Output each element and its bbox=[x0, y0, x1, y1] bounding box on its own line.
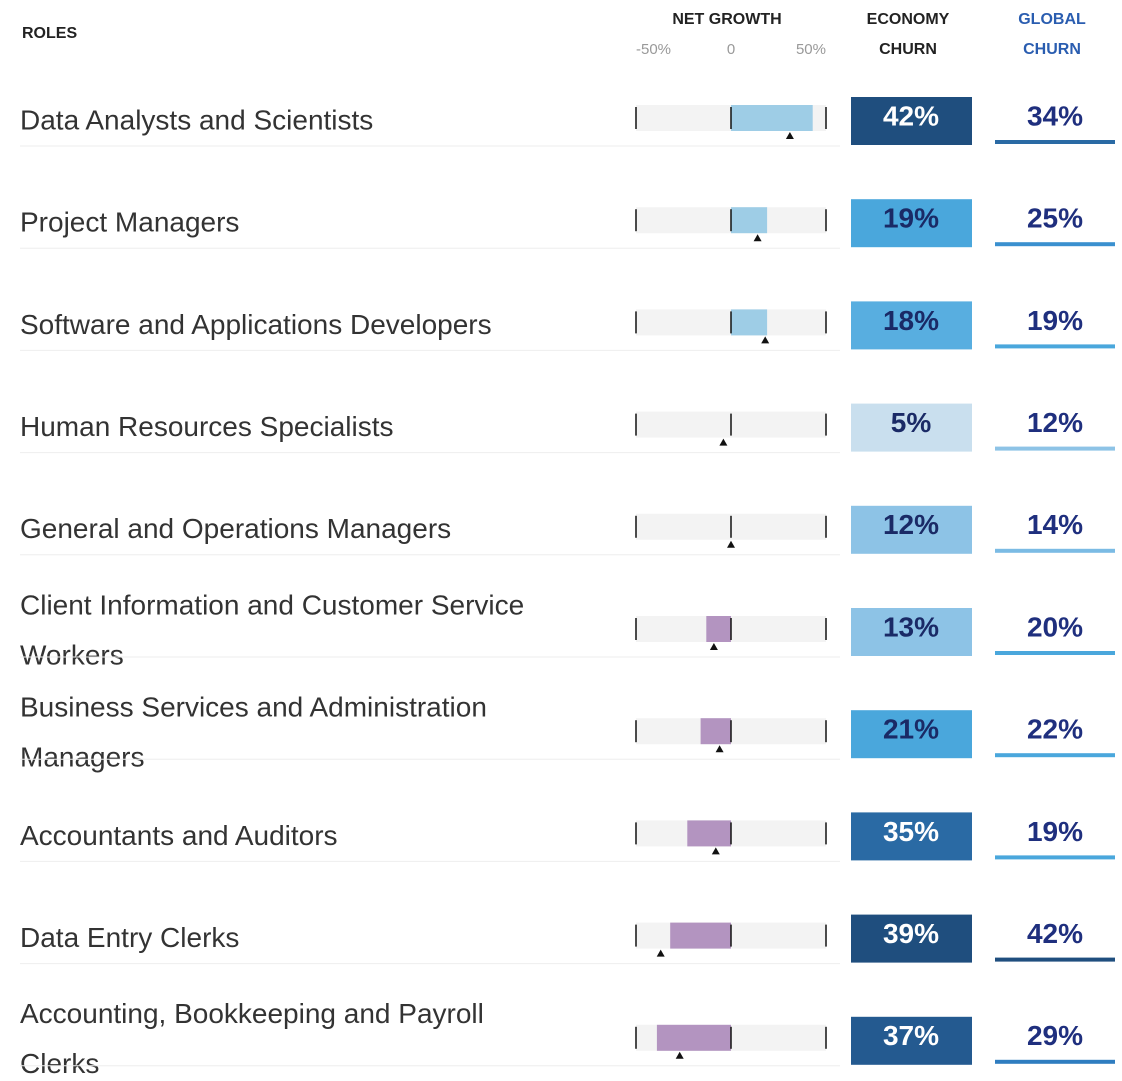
global-underline bbox=[995, 1059, 1115, 1064]
global-underline bbox=[995, 855, 1115, 860]
global-label: 34% bbox=[1027, 100, 1083, 131]
net-growth-bar bbox=[670, 922, 731, 949]
net-growth-header: NET GROWTH bbox=[672, 11, 781, 28]
marker bbox=[785, 132, 794, 139]
global-label: 20% bbox=[1027, 611, 1083, 642]
global-underline bbox=[995, 242, 1115, 247]
roles-header: ROLES bbox=[22, 25, 77, 42]
global-underline bbox=[995, 957, 1115, 962]
economy-label: 12% bbox=[883, 509, 939, 540]
net-growth-bar bbox=[731, 105, 813, 131]
marker bbox=[675, 1051, 684, 1059]
role-label: Client Information and Customer Service bbox=[20, 589, 524, 620]
marker bbox=[711, 847, 720, 855]
economy-cell bbox=[851, 505, 972, 554]
global-label: 42% bbox=[1027, 918, 1083, 949]
net-growth-bar bbox=[700, 718, 731, 745]
economy-cell bbox=[851, 1016, 972, 1065]
global-underline bbox=[995, 446, 1115, 451]
role-label: Accounting, Bookkeeping and Payroll bbox=[20, 998, 484, 1029]
economy-label: 21% bbox=[883, 714, 939, 745]
economy-cell bbox=[851, 97, 972, 145]
net-growth-bar bbox=[706, 616, 731, 642]
marker bbox=[656, 949, 665, 957]
economy-cell bbox=[851, 301, 972, 350]
economy-cell bbox=[851, 199, 972, 248]
economy-header: CHURN bbox=[879, 41, 937, 58]
global-header: GLOBAL bbox=[1018, 11, 1086, 28]
economy-label: 39% bbox=[883, 918, 939, 949]
economy-label: 5% bbox=[891, 407, 932, 438]
net-growth-bar bbox=[731, 207, 768, 234]
economy-label: 42% bbox=[883, 100, 939, 131]
role-label: Business Services and Administration bbox=[20, 692, 487, 723]
marker bbox=[753, 234, 762, 242]
role-label: Data Analysts and Scientists bbox=[20, 104, 373, 135]
global-label: 19% bbox=[1027, 816, 1083, 847]
net-growth-bar bbox=[656, 1024, 731, 1051]
economy-cell bbox=[851, 403, 972, 452]
global-label: 22% bbox=[1027, 714, 1083, 745]
marker bbox=[715, 745, 724, 753]
global-label: 25% bbox=[1027, 203, 1083, 234]
economy-label: 18% bbox=[883, 305, 939, 336]
role-label: Managers bbox=[20, 742, 145, 773]
global-label: 12% bbox=[1027, 407, 1083, 438]
role-label: General and Operations Managers bbox=[20, 513, 451, 544]
global-underline bbox=[995, 140, 1115, 144]
economy-cell bbox=[851, 812, 972, 861]
global-underline bbox=[995, 344, 1115, 349]
global-header: CHURN bbox=[1023, 41, 1081, 58]
economy-cell bbox=[851, 608, 972, 656]
economy-label: 13% bbox=[883, 611, 939, 642]
role-label: Software and Applications Developers bbox=[20, 309, 492, 340]
marker bbox=[727, 540, 735, 548]
economy-cell bbox=[851, 710, 972, 759]
marker bbox=[719, 438, 728, 446]
economy-label: 35% bbox=[883, 816, 939, 847]
global-label: 14% bbox=[1027, 509, 1083, 540]
marker bbox=[709, 643, 718, 650]
role-label: Human Resources Specialists bbox=[20, 411, 394, 442]
economy-label: 19% bbox=[883, 203, 939, 234]
economy-header: ECONOMY bbox=[867, 11, 950, 28]
global-label: 29% bbox=[1027, 1020, 1083, 1051]
global-label: 19% bbox=[1027, 305, 1083, 336]
role-label: Project Managers bbox=[20, 207, 239, 238]
economy-cell bbox=[851, 914, 972, 963]
x-tick-label: -50% bbox=[636, 41, 671, 58]
net-growth-bar bbox=[687, 820, 731, 847]
role-label: Data Entry Clerks bbox=[20, 922, 239, 953]
role-label: Accountants and Auditors bbox=[20, 820, 338, 851]
global-underline bbox=[995, 548, 1115, 553]
role-label: Clerks bbox=[20, 1048, 99, 1079]
global-underline bbox=[995, 753, 1115, 758]
economy-label: 37% bbox=[883, 1020, 939, 1051]
role-label: Workers bbox=[20, 639, 124, 670]
global-underline bbox=[995, 651, 1115, 655]
x-tick-label: 0 bbox=[727, 41, 735, 58]
net-growth-bar bbox=[731, 309, 768, 336]
x-tick-label: 50% bbox=[796, 41, 826, 58]
marker bbox=[761, 336, 770, 344]
